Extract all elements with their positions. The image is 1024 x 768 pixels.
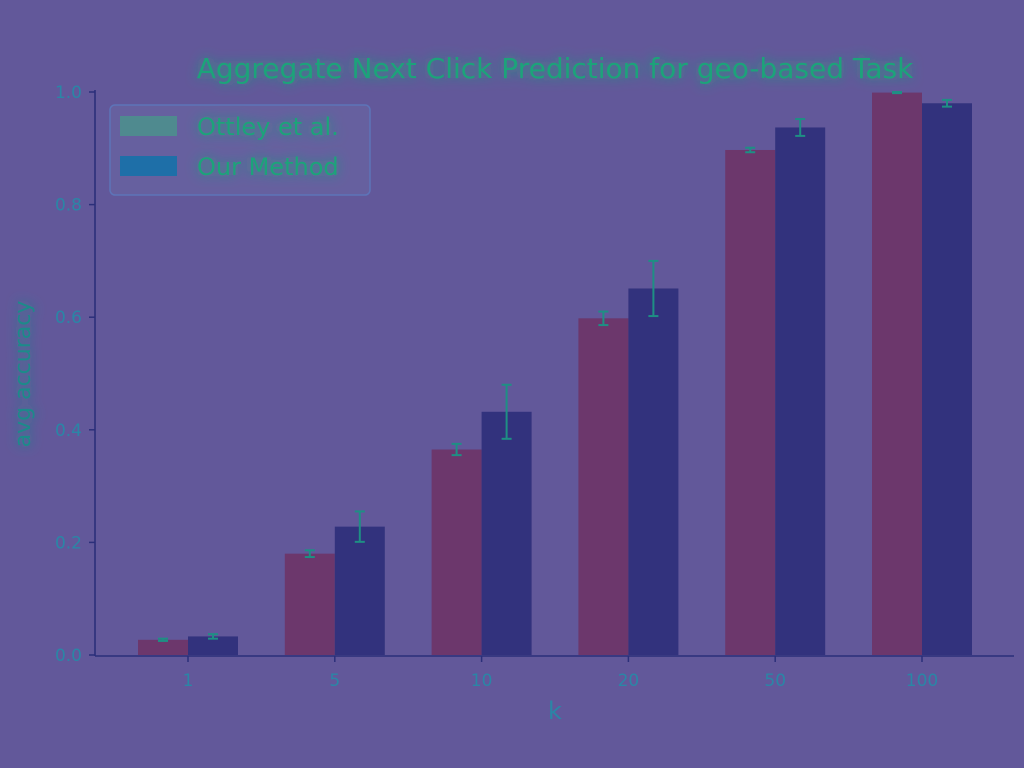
- x-tick-label-1: 1: [183, 671, 194, 691]
- bar-ottley-100: [872, 92, 922, 656]
- bar-ottley-20: [578, 318, 629, 655]
- x-axis-label: k: [548, 697, 562, 725]
- y-tick-label-0.8: 0.8: [55, 196, 82, 216]
- y-tick-label-0.6: 0.6: [55, 308, 82, 328]
- x-tick-label-50: 50: [764, 671, 786, 691]
- y-tick-label-1.0: 1.0: [55, 83, 82, 103]
- bar-our-method-1: [188, 636, 238, 655]
- error-bar-our-method-5: [354, 510, 365, 543]
- error-bar-our-method-20: [648, 259, 659, 318]
- bar-ottley-10: [431, 449, 482, 655]
- bar-our-method-5: [334, 526, 385, 655]
- bar-our-method-20: [628, 288, 679, 655]
- y-tick-label-0.4: 0.4: [55, 421, 82, 441]
- legend-label-ottley: Ottley et al.: [197, 113, 339, 141]
- error-bar-our-method-10: [501, 383, 512, 440]
- x-tick-label-20: 20: [618, 671, 640, 691]
- error-bar-ottley-100: [892, 91, 902, 95]
- error-bar-ottley-50: [745, 146, 756, 154]
- error-bar-ottley-20: [598, 310, 609, 327]
- x-tick-label-5: 5: [329, 671, 340, 691]
- error-bar-ottley-10: [451, 442, 462, 457]
- y-axis-label: avg accuracy: [11, 301, 36, 448]
- bar-our-method-100: [922, 103, 972, 655]
- bar-ottley-5: [284, 553, 335, 655]
- error-bar-our-method-50: [795, 118, 806, 137]
- legend-label-our-method: Our Method: [197, 153, 339, 181]
- error-bar-our-method-100: [942, 98, 952, 108]
- y-tick-label-0.0: 0.0: [55, 646, 82, 666]
- bar-ottley-50: [725, 149, 776, 655]
- y-tick-label-0.2: 0.2: [55, 533, 82, 553]
- legend: Ottley et al. Our Method: [109, 104, 371, 196]
- error-bar-ottley-5: [304, 549, 315, 559]
- x-tick-label-10: 10: [471, 671, 493, 691]
- bar-our-method-50: [775, 127, 826, 656]
- bar-ottley-1: [138, 639, 188, 655]
- x-tick-label-100: 100: [906, 671, 938, 691]
- legend-swatch-our-method: [120, 156, 177, 176]
- error-bar-our-method-1: [208, 633, 218, 640]
- error-bar-ottley-1: [158, 637, 168, 642]
- bar-our-method-10: [481, 411, 532, 655]
- chart-title: Aggregate Next Click Prediction for geo-…: [197, 52, 914, 85]
- legend-swatch-ottley: [120, 116, 177, 136]
